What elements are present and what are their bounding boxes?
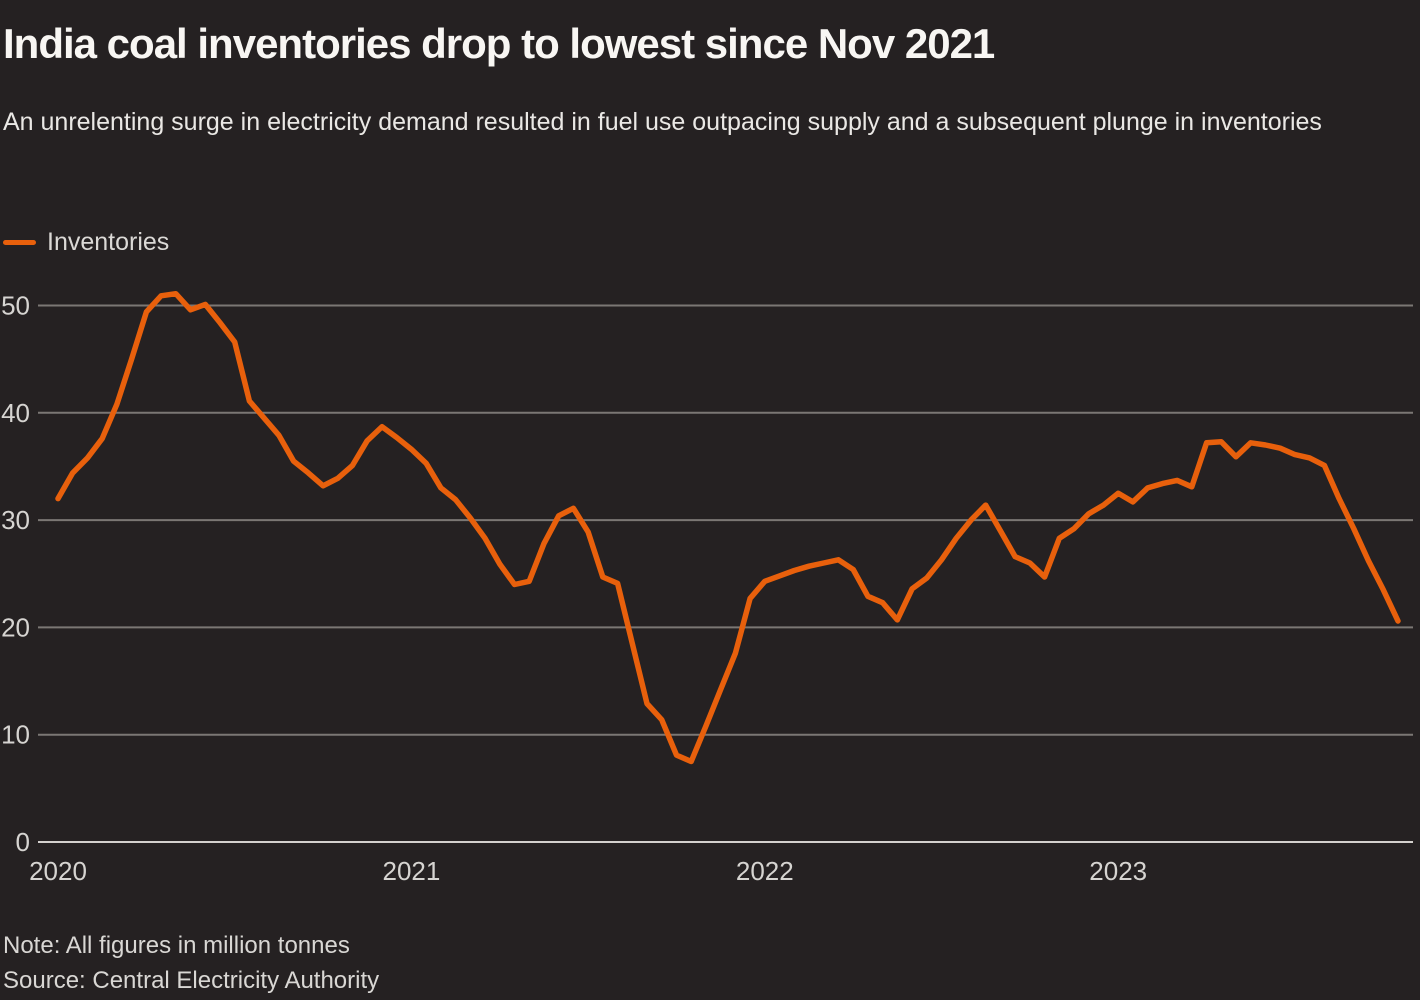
chart-subtitle: An unrelenting surge in electricity dema…	[3, 108, 1322, 136]
x-axis-label-2021: 2021	[382, 856, 440, 886]
chart-source: Source: Central Electricity Authority	[3, 967, 380, 994]
x-axis-label-2023: 2023	[1089, 856, 1147, 886]
chart-note: Note: All figures in million tonnes	[3, 932, 350, 959]
legend-line-swatch	[3, 239, 36, 245]
x-axis-label-2022: 2022	[736, 856, 794, 886]
x-axis-label-2020: 2020	[29, 856, 87, 886]
y-axis-label-40: 40	[1, 398, 30, 428]
y-axis-label-30: 30	[1, 505, 30, 535]
chart-title: India coal inventories drop to lowest si…	[3, 20, 995, 67]
chart-legend: Inventories	[3, 227, 169, 257]
y-axis-label-50: 50	[1, 291, 30, 321]
y-axis-label-20: 20	[1, 612, 30, 642]
y-axis-label-0: 0	[16, 827, 30, 857]
inventories-series-line	[55, 290, 1401, 765]
y-axis-label-10: 10	[1, 720, 30, 750]
legend-label: Inventories	[47, 227, 170, 256]
